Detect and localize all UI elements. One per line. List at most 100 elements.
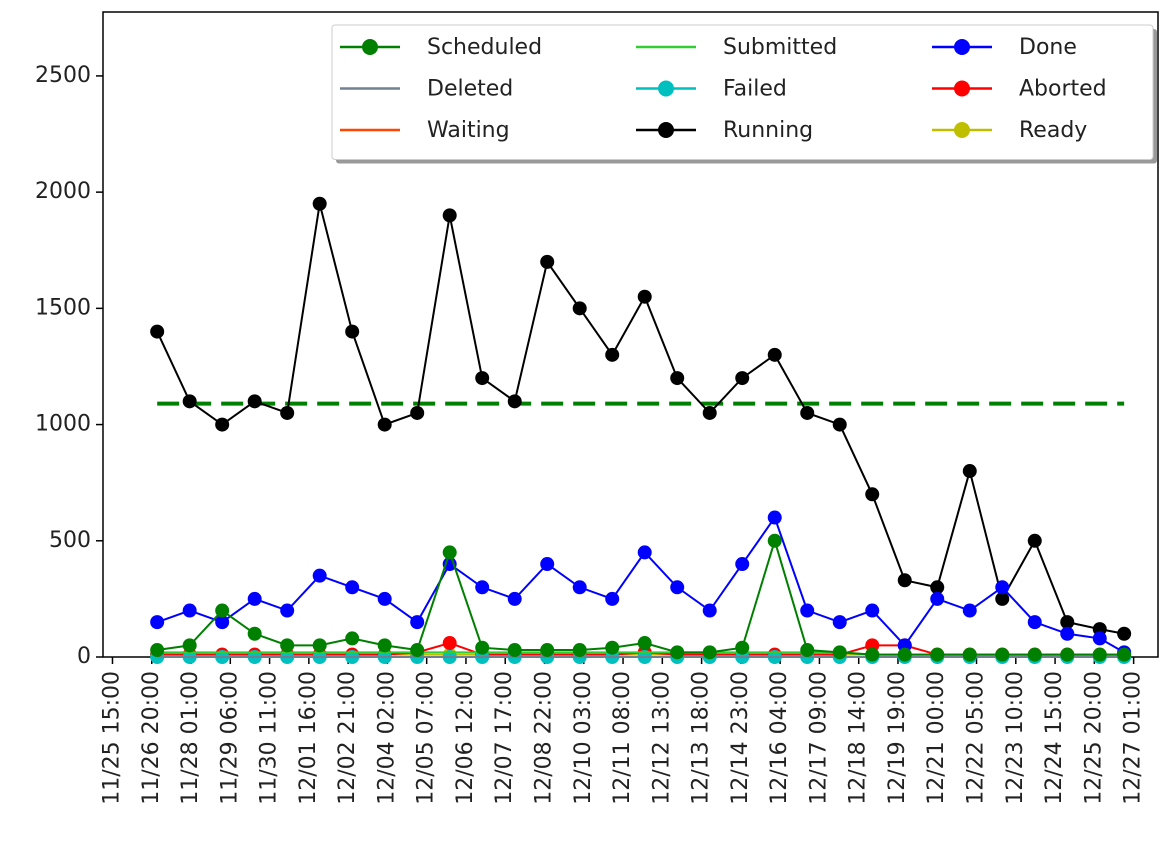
data-point [247, 394, 262, 409]
data-point [605, 640, 620, 655]
data-point [312, 638, 327, 653]
data-point [540, 557, 555, 572]
series-line [156, 203, 1125, 635]
data-point [377, 591, 392, 606]
data-point [702, 645, 717, 660]
legend-marker [658, 122, 674, 138]
x-tick-label: 12/18 14:00 [846, 671, 871, 805]
x-tick-label: 11/29 06:00 [217, 671, 242, 805]
data-point [637, 545, 652, 560]
legend-marker [954, 122, 970, 138]
data-point [377, 417, 392, 432]
x-tick-label: 12/27 01:00 [1121, 671, 1146, 805]
y-tick-label: 1000 [35, 412, 91, 437]
data-point [215, 603, 230, 618]
data-point [897, 647, 912, 662]
data-point [475, 371, 490, 386]
x-tick-label: 12/13 18:00 [689, 671, 714, 805]
series-line [156, 515, 1125, 654]
x-tick-label: 12/21 00:00 [924, 671, 949, 805]
data-point [507, 643, 522, 658]
data-point [475, 640, 490, 655]
data-point [377, 638, 392, 653]
legend-label: Done [1019, 35, 1077, 60]
data-point [442, 545, 457, 560]
x-tick-label: 12/04 02:00 [374, 671, 399, 805]
x-tick-label: 11/30 11:00 [257, 671, 282, 805]
data-point [410, 615, 425, 630]
legend-marker [954, 39, 970, 55]
data-point [962, 464, 977, 479]
x-tick-label: 12/22 05:00 [964, 671, 989, 805]
legend-marker [658, 80, 674, 97]
data-point [670, 580, 685, 595]
data-point [182, 638, 197, 653]
y-tick-label: 500 [49, 528, 91, 553]
series [150, 533, 1132, 662]
data-point [962, 603, 977, 618]
data-point [865, 603, 880, 618]
data-point [312, 196, 327, 211]
x-tick-label: 12/16 04:00 [767, 671, 792, 805]
x-tick-label: 12/23 10:00 [1003, 671, 1028, 805]
data-point [507, 591, 522, 606]
data-point [1027, 647, 1042, 662]
data-point [832, 615, 847, 630]
y-tick-label: 2000 [35, 179, 91, 204]
data-point [670, 371, 685, 386]
data-point [1092, 631, 1107, 646]
data-point [1060, 626, 1075, 641]
data-point [930, 591, 945, 606]
legend-label: Ready [1019, 118, 1087, 143]
legend-label: Waiting [427, 118, 510, 143]
legend-marker [362, 39, 378, 55]
data-point [930, 580, 945, 595]
data-point [637, 636, 652, 651]
data-point [182, 394, 197, 409]
data-point [767, 347, 782, 362]
data-point [410, 643, 425, 658]
data-point [702, 603, 717, 618]
data-point [605, 591, 620, 606]
x-tick-label: 12/08 22:00 [532, 671, 557, 805]
data-point [345, 324, 360, 339]
data-point [442, 208, 457, 223]
data-point [182, 603, 197, 618]
data-point [865, 487, 880, 502]
data-point [800, 405, 815, 420]
data-point [702, 405, 717, 420]
legend-label: Submitted [723, 35, 837, 60]
x-tick-label: 12/01 16:00 [296, 671, 321, 805]
legend-label: Deleted [427, 77, 513, 102]
y-tick-label: 1500 [35, 295, 91, 320]
x-tick-label: 12/05 07:00 [414, 671, 439, 805]
x-tick-label: 11/26 20:00 [139, 671, 164, 805]
data-point [1117, 647, 1132, 662]
data-point [247, 626, 262, 641]
data-point [312, 568, 327, 583]
data-point [475, 580, 490, 595]
x-tick-label: 12/25 20:00 [1081, 671, 1106, 805]
data-point [995, 647, 1010, 662]
data-point [735, 557, 750, 572]
data-point [735, 640, 750, 655]
data-point [865, 647, 880, 662]
data-point [767, 510, 782, 525]
x-tick-label: 12/19 19:00 [885, 671, 910, 805]
data-point [832, 645, 847, 660]
data-point [540, 254, 555, 269]
data-point [540, 643, 555, 658]
data-point [767, 533, 782, 548]
data-point [247, 591, 262, 606]
data-point [280, 405, 295, 420]
data-point [735, 371, 750, 386]
series [150, 196, 1132, 641]
data-point [670, 645, 685, 660]
x-tick-label: 12/14 23:00 [728, 671, 753, 805]
x-tick-label: 12/02 21:00 [335, 671, 360, 805]
data-point [930, 647, 945, 662]
x-tick-label: 12/10 03:00 [571, 671, 596, 805]
x-tick-label: 12/17 09:00 [806, 671, 831, 805]
legend-label: Running [723, 118, 813, 143]
